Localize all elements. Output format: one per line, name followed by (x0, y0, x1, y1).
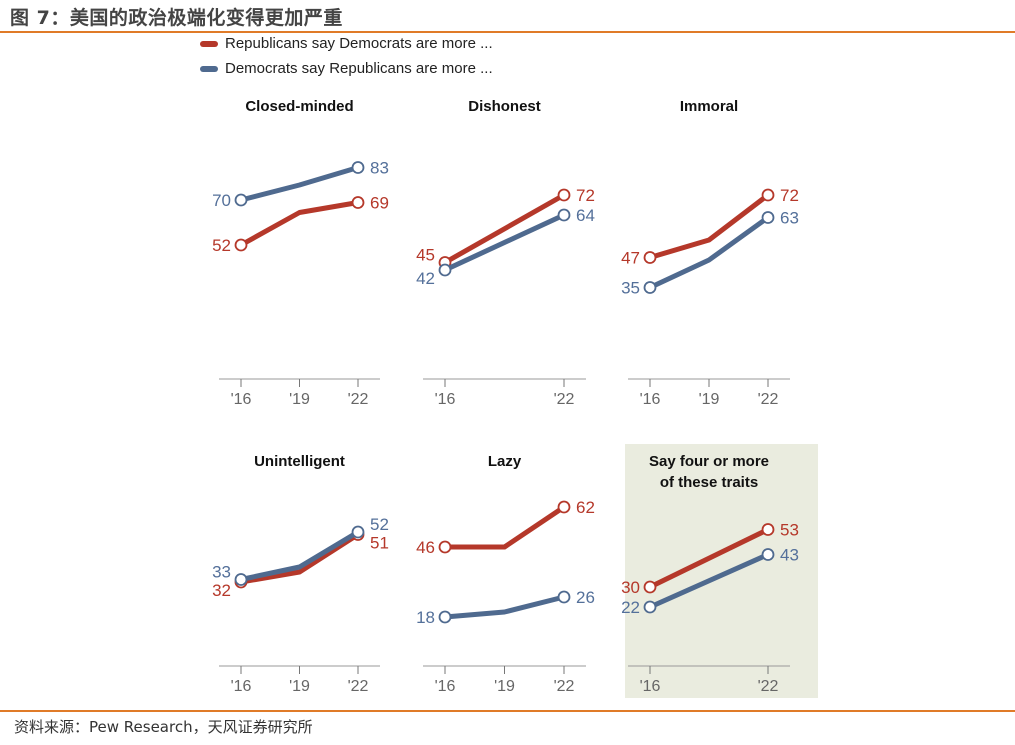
x-tick-label: '22 (348, 391, 369, 408)
series-line (240, 529, 360, 582)
source-note: 资料来源：Pew Research，天风证券研究所 (14, 718, 313, 736)
data-label: 83 (370, 159, 389, 178)
x-tick-label: '22 (758, 678, 779, 695)
panel-title: Dishonest (468, 98, 541, 115)
data-point (234, 193, 248, 207)
series-line (648, 527, 770, 590)
x-tick-label: '16 (231, 391, 252, 408)
data-label: 52 (212, 236, 231, 255)
panel-title: of these traits (660, 474, 758, 491)
series-line (444, 594, 565, 620)
x-tick-label: '19 (494, 678, 515, 695)
x-tick-label: '22 (554, 678, 575, 695)
data-label: 53 (780, 521, 799, 540)
data-label: 72 (780, 186, 799, 205)
legend-item-democrats: Democrats say Republicans are more ... (200, 60, 493, 77)
data-label: 22 (621, 598, 640, 617)
x-tick-label: '19 (289, 391, 310, 408)
data-label: 30 (621, 578, 640, 597)
data-label: 63 (780, 209, 799, 228)
data-point (761, 548, 775, 561)
x-tick-label: '19 (699, 391, 720, 408)
series-line (648, 552, 770, 610)
data-label: 64 (576, 206, 595, 225)
x-tick-label: '16 (435, 678, 456, 695)
data-label: 43 (780, 546, 799, 565)
x-tick-label: '16 (231, 678, 252, 695)
panel-title: Lazy (488, 453, 522, 470)
data-label: 42 (416, 269, 435, 288)
series-line (240, 532, 360, 585)
data-point (557, 208, 571, 222)
x-tick-label: '19 (289, 678, 310, 695)
data-point (761, 211, 775, 224)
data-point (557, 500, 571, 514)
data-label: 69 (370, 194, 389, 213)
data-label: 26 (576, 588, 595, 607)
series-line (443, 212, 566, 273)
legend-label: Republicans say Democrats are more ... (225, 35, 493, 52)
x-tick-label: '22 (758, 391, 779, 408)
series-line (240, 165, 359, 203)
panel-title: Closed-minded (245, 98, 353, 115)
series-line (649, 193, 770, 260)
data-point (234, 238, 248, 252)
data-label: 52 (370, 515, 389, 534)
data-label: 72 (576, 186, 595, 205)
legend-swatch-blue (200, 65, 218, 72)
top-rule (0, 31, 1015, 33)
data-label: 62 (576, 498, 595, 517)
x-tick-label: '22 (554, 391, 575, 408)
data-point (351, 525, 365, 539)
series-line (239, 200, 359, 248)
x-tick-label: '22 (348, 678, 369, 695)
data-point (557, 188, 571, 202)
x-tick-label: '16 (640, 678, 661, 695)
data-point (643, 600, 657, 614)
data-point (351, 161, 365, 174)
figure-title: 图 7：美国的政治极端化变得更加严重 (10, 7, 343, 29)
bottom-rule (0, 710, 1015, 712)
x-tick-label: '16 (435, 391, 456, 408)
data-point (643, 580, 657, 594)
panel-title: Unintelligent (254, 453, 345, 470)
legend-label: Democrats say Republicans are more ... (225, 60, 493, 77)
data-point (234, 573, 248, 586)
data-point (643, 281, 657, 294)
data-point (438, 610, 452, 624)
data-label: 32 (212, 581, 231, 600)
data-label: 51 (370, 534, 389, 553)
series-line (445, 504, 566, 550)
series-line (443, 192, 566, 265)
panel-title: Say four or more (649, 453, 769, 470)
panel-title: Immoral (680, 98, 738, 115)
data-label: 70 (212, 191, 231, 210)
data-point (761, 188, 775, 202)
data-label: 45 (416, 246, 435, 265)
data-point (557, 590, 571, 604)
data-point (438, 263, 452, 277)
data-label: 35 (621, 279, 640, 298)
data-label: 33 (212, 563, 231, 582)
data-point (643, 251, 657, 264)
data-point (351, 196, 365, 209)
data-point (438, 540, 452, 554)
x-tick-label: '16 (640, 391, 661, 408)
legend-swatch-red (200, 40, 218, 47)
highlight-background (625, 444, 818, 698)
series-line (648, 215, 770, 290)
data-point (761, 523, 775, 536)
data-label: 18 (416, 608, 435, 627)
legend-item-republicans: Republicans say Democrats are more ... (200, 35, 493, 52)
data-label: 47 (621, 249, 640, 268)
data-label: 46 (416, 538, 435, 557)
